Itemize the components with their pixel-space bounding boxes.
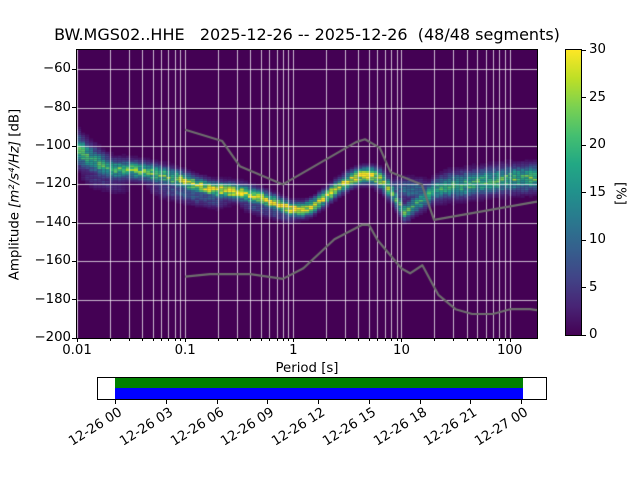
timeline-tick	[419, 400, 421, 404]
x-minor-tick	[504, 338, 506, 341]
x-minor-tick	[466, 338, 468, 341]
x-minor-tick	[396, 338, 398, 341]
x-minor-tick	[499, 338, 501, 341]
timeline-coverage-bar-bottom	[115, 388, 523, 399]
x-minor-tick	[128, 338, 130, 341]
y-tick-label: −60	[42, 61, 71, 77]
x-minor-tick	[168, 338, 170, 341]
x-minor-tick	[358, 338, 360, 341]
timeline-tick	[216, 400, 218, 404]
x-minor-tick	[453, 338, 455, 341]
colorbar-tick-label: 20	[589, 137, 606, 152]
x-minor-tick	[260, 338, 262, 341]
x-minor-tick	[391, 338, 392, 341]
x-major-tick	[401, 338, 403, 342]
colorbar	[565, 49, 582, 336]
x-tick-label: 1	[289, 343, 298, 358]
colorbar-tick-label: 15	[589, 184, 606, 200]
colorbar-tick	[582, 97, 586, 98]
x-minor-tick	[288, 338, 290, 341]
x-minor-tick	[174, 338, 176, 341]
y-tick-label: −100	[34, 138, 71, 153]
y-major-tick	[72, 107, 77, 109]
y-tick-label: −180	[34, 291, 71, 307]
timeline-box	[97, 377, 547, 400]
x-major-tick	[509, 338, 511, 342]
x-minor-tick	[434, 338, 436, 341]
x-minor-tick	[384, 338, 386, 341]
y-major-tick	[72, 260, 77, 262]
colorbar-gradient	[566, 50, 581, 335]
x-minor-tick	[492, 338, 494, 341]
timeline-coverage-bar-top	[115, 378, 523, 388]
colorbar-tick	[582, 239, 586, 241]
x-minor-tick	[276, 338, 278, 341]
y-major-tick	[72, 145, 77, 147]
x-minor-tick	[236, 338, 238, 341]
x-minor-tick	[368, 338, 370, 341]
timeline-tick	[368, 400, 370, 404]
y-tick-label: −120	[34, 176, 71, 192]
y-major-tick	[72, 183, 77, 185]
y-tick-label: −140	[34, 214, 71, 230]
y-tick-label: −80	[42, 99, 71, 115]
timeline-tick	[521, 400, 522, 404]
x-minor-tick	[217, 338, 219, 341]
colorbar-label: [%]	[612, 181, 628, 205]
timeline-tick	[318, 400, 319, 404]
colorbar-tick	[582, 144, 586, 146]
colorbar-tick-label: 10	[589, 232, 606, 247]
colorbar-tick	[582, 287, 586, 288]
y-major-tick	[72, 299, 77, 301]
x-minor-tick	[180, 338, 182, 341]
timeline-tick	[165, 400, 167, 404]
x-minor-tick	[161, 338, 163, 341]
y-major-tick	[72, 337, 77, 339]
x-minor-tick	[269, 338, 271, 341]
x-axis-label: Period [s]	[275, 361, 339, 376]
x-tick-label: 0.01	[62, 343, 92, 358]
colorbar-tick	[582, 192, 586, 193]
colorbar-tick	[582, 334, 586, 336]
y-major-tick	[72, 68, 77, 70]
y-tick-label: −160	[34, 253, 71, 269]
x-major-tick	[77, 338, 78, 342]
plot-area	[76, 49, 538, 339]
x-minor-tick	[152, 338, 154, 341]
colorbar-tick-label: 30	[589, 42, 606, 57]
x-minor-tick	[377, 338, 379, 341]
colorbar-tick	[582, 49, 586, 51]
timeline-tick	[470, 400, 472, 404]
x-minor-tick	[485, 338, 487, 341]
colorbar-tick-label: 25	[589, 89, 606, 105]
x-tick-label: 0.1	[174, 343, 196, 358]
timeline-tick	[115, 400, 116, 404]
y-major-tick	[72, 222, 77, 224]
x-tick-label: 10	[393, 343, 410, 358]
colorbar-tick-label: 5	[589, 279, 598, 295]
x-minor-tick	[344, 338, 346, 341]
timeline-tick	[267, 400, 269, 404]
x-minor-tick	[142, 338, 144, 341]
x-minor-tick	[325, 338, 327, 341]
x-tick-label: 100	[496, 343, 523, 358]
x-minor-tick	[109, 338, 111, 341]
x-major-tick	[293, 338, 295, 342]
x-minor-tick	[282, 338, 284, 341]
colorbar-tick-label: 0	[589, 327, 598, 342]
ppsd-heatmap-canvas	[77, 50, 537, 338]
x-major-tick	[185, 338, 187, 342]
x-minor-tick	[477, 338, 479, 341]
y-tick-label: −200	[34, 330, 71, 345]
x-minor-tick	[250, 338, 252, 341]
plot-title: BW.MGS02..HHE 2025-12-26 -- 2025-12-26 (…	[54, 25, 560, 44]
